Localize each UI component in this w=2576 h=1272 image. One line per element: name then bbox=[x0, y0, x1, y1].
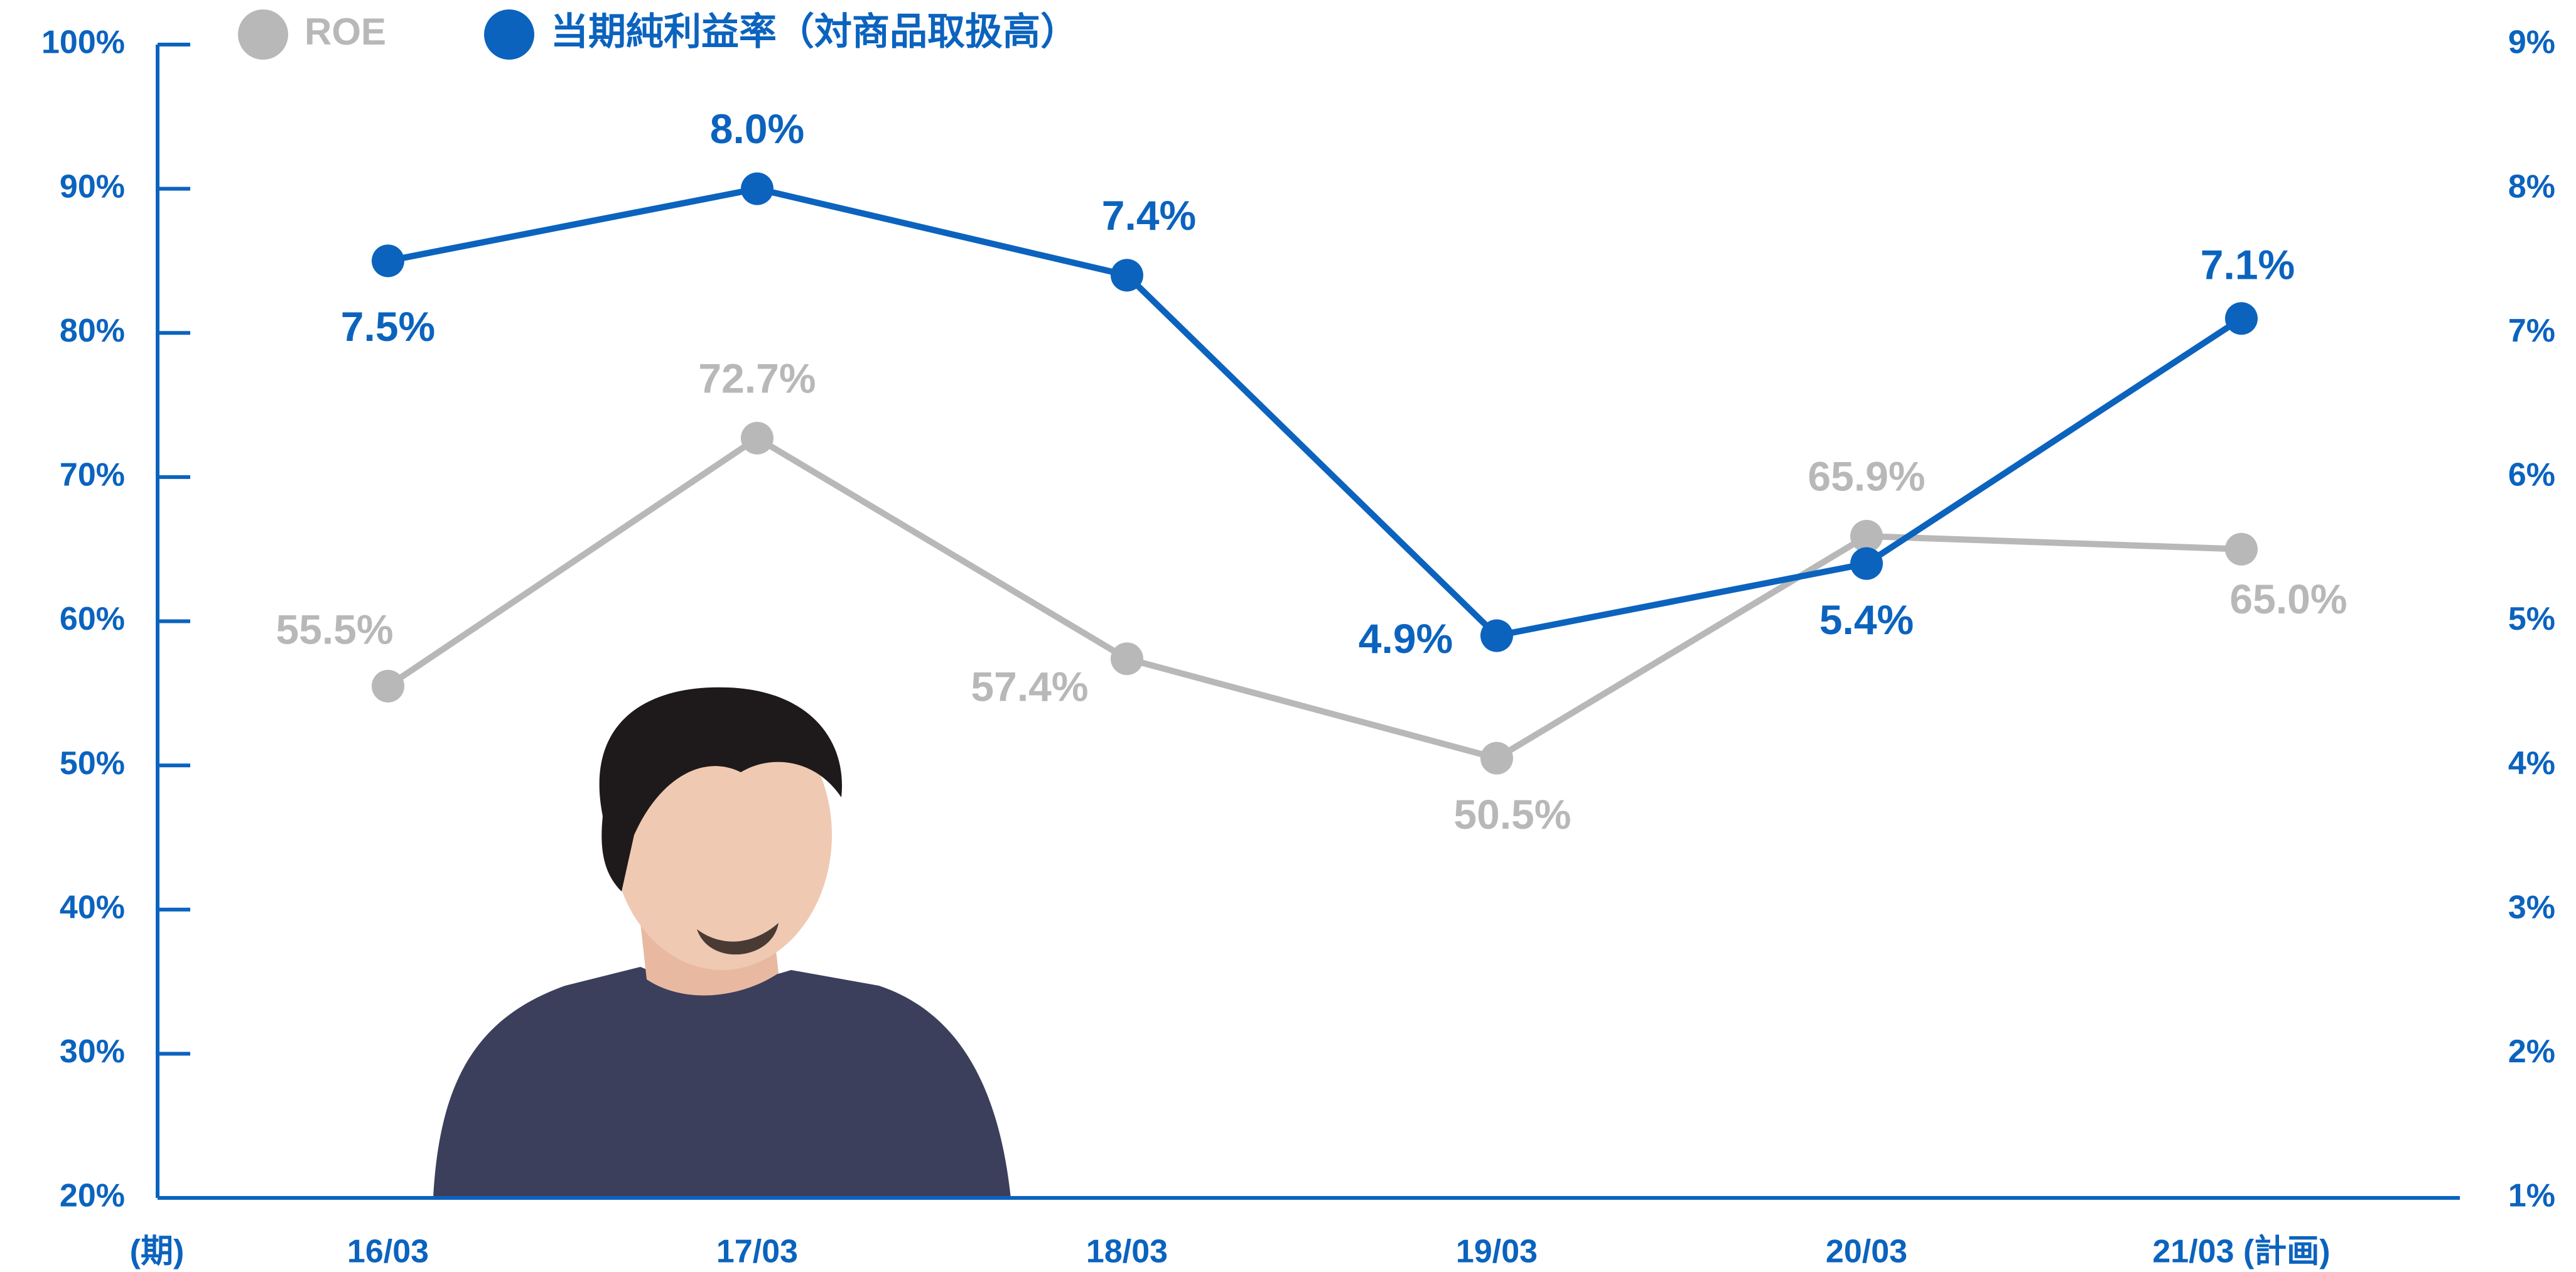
data-label: 50.5% bbox=[1453, 791, 1571, 838]
data-label: 7.1% bbox=[2201, 242, 2295, 288]
data-point bbox=[372, 670, 404, 703]
data-point bbox=[1111, 642, 1143, 675]
y2-tick-label: 5% bbox=[2508, 601, 2555, 637]
x-tick-label: 17/03 bbox=[716, 1234, 798, 1270]
data-label: 5.4% bbox=[1819, 596, 1914, 643]
y2-tick-label: 1% bbox=[2508, 1178, 2555, 1214]
data-label: 55.5% bbox=[276, 606, 393, 652]
data-point bbox=[1480, 619, 1513, 652]
y-tick-label: 70% bbox=[60, 457, 125, 493]
data-label: 65.0% bbox=[2229, 576, 2347, 622]
legend-label: 当期純利益率（対商品取扱高） bbox=[551, 11, 1078, 53]
y-tick-label: 40% bbox=[60, 889, 125, 925]
y-tick-label: 30% bbox=[60, 1033, 125, 1070]
series-line bbox=[388, 189, 2241, 636]
legend-label: ROE bbox=[304, 11, 386, 53]
chart: 20% 30% 40% 50% 60% 70% 80% 90% 100% 1% 2% 3% 4% 5% 6%… bbox=[0, 0, 2576, 1272]
y2-tick-label: 6% bbox=[2508, 457, 2555, 493]
x-tick-label: 16/03 bbox=[347, 1234, 429, 1270]
y2-tick-label: 4% bbox=[2508, 745, 2555, 782]
y2-tick-label: 9% bbox=[2508, 24, 2555, 61]
y-tick-label: 20% bbox=[60, 1178, 125, 1214]
data-point bbox=[741, 422, 773, 455]
data-point bbox=[1111, 259, 1143, 291]
y2-tick-label: 2% bbox=[2508, 1033, 2555, 1070]
data-point bbox=[2225, 533, 2258, 566]
data-label: 7.5% bbox=[341, 303, 435, 350]
x-tick-label: 20/03 bbox=[1826, 1234, 1907, 1270]
data-label: 57.4% bbox=[971, 664, 1088, 710]
data-point bbox=[372, 244, 404, 277]
y-tick-label: 50% bbox=[60, 745, 125, 782]
y-tick-label: 60% bbox=[60, 601, 125, 637]
data-label: 72.7% bbox=[698, 355, 816, 401]
data-label: 65.9% bbox=[1808, 453, 1925, 499]
x-tick-label: 21/03 (計画) bbox=[2152, 1234, 2330, 1270]
legend-marker bbox=[484, 9, 534, 60]
legend-marker bbox=[238, 9, 288, 60]
y2-tick-label: 7% bbox=[2508, 313, 2555, 349]
data-point bbox=[2225, 302, 2258, 335]
y-tick-label: 100% bbox=[41, 24, 125, 61]
data-point bbox=[1850, 547, 1883, 580]
data-label: 8.0% bbox=[710, 105, 804, 152]
y-tick-label: 80% bbox=[60, 313, 125, 349]
x-axis-label: (期) bbox=[130, 1234, 185, 1270]
data-point bbox=[741, 173, 773, 205]
illustration bbox=[433, 687, 1011, 1198]
x-tick-label: 18/03 bbox=[1086, 1234, 1168, 1270]
data-point bbox=[1480, 742, 1513, 775]
data-label: 7.4% bbox=[1102, 192, 1196, 239]
y2-tick-label: 3% bbox=[2508, 889, 2555, 925]
data-label: 4.9% bbox=[1359, 615, 1453, 662]
y2-tick-label: 8% bbox=[2508, 168, 2555, 205]
y-tick-label: 90% bbox=[60, 168, 125, 205]
x-tick-label: 19/03 bbox=[1456, 1234, 1538, 1270]
